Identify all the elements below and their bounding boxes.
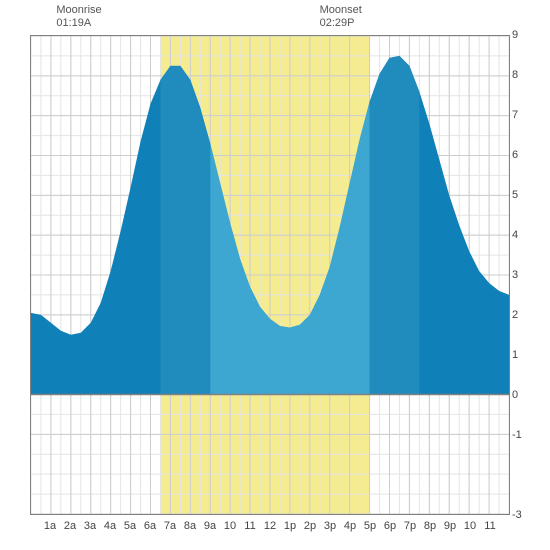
y-tick-label: 4 (512, 229, 536, 241)
x-tick-label: 8a (184, 520, 196, 550)
x-tick-label: 7p (404, 520, 416, 550)
x-tick-label: 12 (264, 520, 276, 550)
x-tick-label: 9p (444, 520, 456, 550)
x-tick-label: 11 (484, 520, 495, 550)
x-tick-label: 10 (224, 520, 236, 550)
moonrise-value: 01:19A (56, 17, 101, 30)
x-tick-label: 3a (84, 520, 96, 550)
x-tick-label: 9a (204, 520, 216, 550)
x-tick-label: 8p (424, 520, 436, 550)
x-tick-label: 1p (284, 520, 296, 550)
y-tick-label: -1 (512, 429, 536, 441)
y-tick-label: 3 (512, 269, 536, 281)
moonrise-label: Moonrise01:19A (56, 4, 101, 30)
x-tick-label: 3p (324, 520, 336, 550)
y-tick-label: 5 (512, 189, 536, 201)
chart-svg (31, 36, 509, 514)
y-tick-label: 8 (512, 69, 536, 81)
moonrise-title: Moonrise (56, 4, 101, 17)
x-tick-label: 6p (384, 520, 396, 550)
moonset-label: Moonset02:29P (320, 4, 362, 30)
x-tick-label: 4p (344, 520, 356, 550)
tide-chart-container: Moonrise01:19AMoonset02:29P -3-101234567… (0, 0, 550, 550)
x-tick-label: 7a (164, 520, 176, 550)
x-tick-label: 11 (244, 520, 255, 550)
x-tick-label: 6a (144, 520, 156, 550)
x-tick-label: 5p (364, 520, 376, 550)
x-tick-label: 5a (124, 520, 136, 550)
moonset-title: Moonset (320, 4, 362, 17)
y-tick-label: 0 (512, 389, 536, 401)
plot-area (30, 35, 510, 515)
x-tick-label: 2p (304, 520, 316, 550)
moonset-value: 02:29P (320, 17, 362, 30)
y-tick-label: -3 (512, 509, 536, 521)
x-tick-label: 1a (44, 520, 56, 550)
y-tick-label: 1 (512, 349, 536, 361)
y-tick-label: 7 (512, 109, 536, 121)
x-tick-label: 2a (64, 520, 76, 550)
y-tick-label: 9 (512, 29, 536, 41)
x-tick-label: 10 (464, 520, 476, 550)
y-tick-label: 2 (512, 309, 536, 321)
x-tick-label: 4a (104, 520, 116, 550)
y-tick-label: 6 (512, 149, 536, 161)
